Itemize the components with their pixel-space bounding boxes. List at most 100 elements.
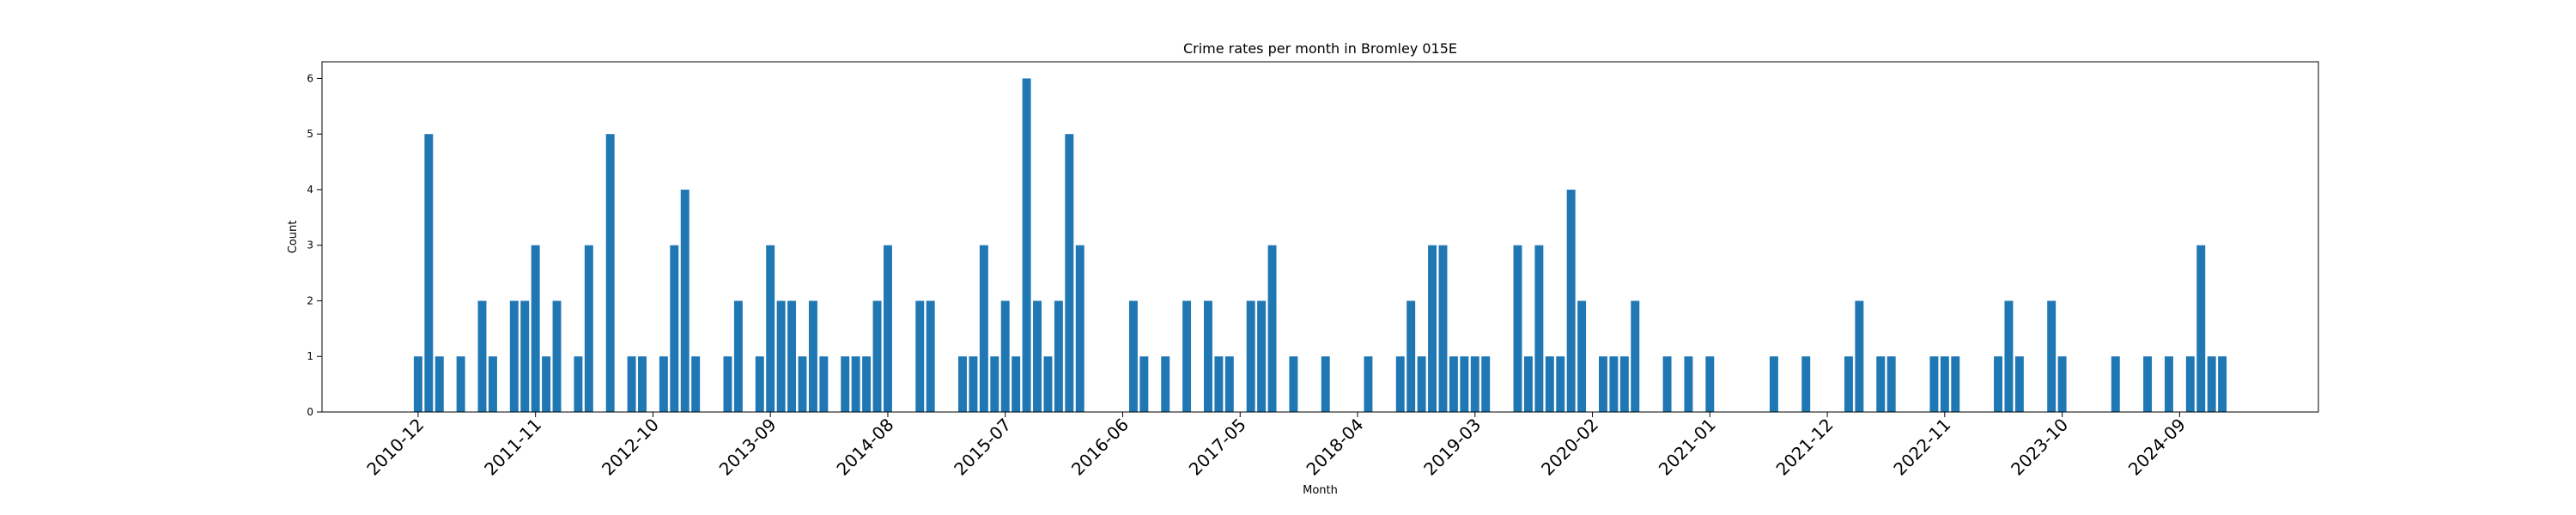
plot-frame (321, 61, 2319, 413)
x-tick-label: 2021-01 (1655, 415, 1720, 480)
bar-2018-09 (1406, 300, 1416, 412)
bar-2021-10 (1801, 356, 1811, 412)
bar-2018-08 (1395, 356, 1405, 412)
bar-2010-12 (413, 356, 422, 412)
bar-2015-07 (1000, 300, 1010, 412)
y-tick-label: 3 (307, 239, 313, 251)
bar-2014-05 (851, 356, 860, 412)
bar-2024-08 (2164, 356, 2173, 412)
bar-2015-05 (979, 245, 988, 412)
y-tick-label: 1 (307, 350, 313, 362)
bar-2019-03 (1470, 356, 1479, 412)
bar-2015-10 (1033, 300, 1042, 412)
bar-2021-07 (1769, 356, 1778, 412)
x-tick-label: 2021-12 (1772, 415, 1838, 480)
bar-2017-06 (1246, 300, 1255, 412)
bar-2020-03 (1599, 356, 1607, 412)
bar-2015-08 (1012, 356, 1021, 412)
bar-2011-12 (542, 356, 551, 412)
bar-2012-01 (552, 300, 562, 412)
x-tick-label: 2011-11 (480, 415, 545, 480)
bar-2019-07 (1513, 245, 1522, 412)
bar-2022-06 (1886, 356, 1896, 412)
bar-2024-10 (2185, 356, 2195, 412)
bar-2015-12 (1054, 300, 1063, 412)
chart-title: Crime rates per month in Bromley 015E (1183, 40, 1457, 57)
bar-2015-11 (1043, 356, 1053, 412)
bar-2013-10 (776, 300, 786, 412)
bar-2016-08 (1139, 356, 1149, 412)
bar-2020-04 (1609, 356, 1619, 412)
bar-2020-09 (1662, 356, 1672, 412)
bar-2022-03 (1855, 300, 1864, 412)
bar-2014-06 (862, 356, 872, 412)
bar-2020-01 (1577, 300, 1587, 412)
x-tick-label: 2014-08 (832, 415, 897, 480)
bar-2011-09 (509, 300, 519, 412)
y-axis-label: Count (287, 221, 300, 254)
bar-2023-05 (2004, 300, 2014, 412)
bar-2019-09 (1534, 245, 1544, 412)
bar-2019-04 (1481, 356, 1491, 412)
bar-2016-07 (1128, 300, 1138, 412)
bar-2022-10 (1929, 356, 1939, 412)
bar-2013-08 (755, 356, 764, 412)
bar-2017-10 (1289, 356, 1298, 412)
bar-2011-01 (424, 134, 434, 412)
x-tick-label: 2018-04 (1302, 415, 1367, 480)
bar-2011-11 (531, 245, 540, 412)
bar-2012-08 (627, 356, 636, 412)
x-tick-label: 2024-09 (2124, 415, 2190, 480)
x-tick-label: 2020-02 (1537, 415, 1602, 480)
bar-2023-10 (2057, 356, 2067, 412)
bar-2023-06 (2014, 356, 2024, 412)
bar-2013-01 (680, 189, 690, 412)
bar-2015-03 (958, 356, 967, 412)
bar-2018-01 (1321, 356, 1330, 412)
y-tick-label: 4 (307, 184, 313, 196)
bar-2014-07 (872, 300, 882, 412)
x-tick-label: 2016-06 (1067, 415, 1133, 480)
y-axis: 0 1 2 3 4 5 6 (307, 72, 322, 418)
bar-2013-02 (691, 356, 701, 412)
bar-2014-12 (926, 300, 935, 412)
bar-2021-01 (1705, 356, 1715, 412)
bar-2019-12 (1566, 189, 1576, 412)
bar-2012-04 (584, 245, 593, 412)
bar-2014-11 (915, 300, 925, 412)
bar-2011-02 (434, 356, 444, 412)
bar-2011-04 (456, 356, 465, 412)
bar-2024-03 (2111, 356, 2120, 412)
bar-2012-06 (605, 134, 615, 412)
bar-2018-10 (1417, 356, 1426, 412)
bar-2012-11 (659, 356, 668, 412)
bar-2015-04 (969, 356, 978, 412)
bar-2017-08 (1267, 245, 1277, 412)
bar-2018-05 (1364, 356, 1373, 412)
bar-2025-01 (2218, 356, 2227, 412)
bar-2022-12 (1951, 356, 1960, 412)
x-tick-label: 2012-10 (598, 415, 663, 480)
bar-2018-12 (1438, 245, 1448, 412)
x-axis: 2010-12 2011-11 2012-10 2013-09 2014-08 2015-… (362, 412, 2190, 480)
bar-2012-12 (670, 245, 679, 412)
bar-2019-08 (1523, 356, 1533, 412)
bar-2023-09 (2047, 300, 2057, 412)
bar-2022-11 (1940, 356, 1949, 412)
bar-2014-02 (819, 356, 829, 412)
bar-2011-07 (488, 356, 497, 412)
bar-2016-01 (1065, 134, 1074, 412)
y-tick-label: 6 (307, 72, 313, 84)
bar-2011-10 (520, 300, 530, 412)
x-tick-label: 2013-09 (715, 415, 781, 480)
bar-2016-10 (1161, 356, 1170, 412)
bar-2019-10 (1545, 356, 1554, 412)
bar-2013-05 (723, 356, 732, 412)
bar-2015-09 (1022, 78, 1031, 412)
bar-2013-11 (787, 300, 797, 412)
bar-2017-07 (1257, 300, 1267, 412)
y-tick-label: 5 (307, 128, 313, 140)
bar-2014-01 (808, 300, 817, 412)
bar-2022-05 (1876, 356, 1886, 412)
